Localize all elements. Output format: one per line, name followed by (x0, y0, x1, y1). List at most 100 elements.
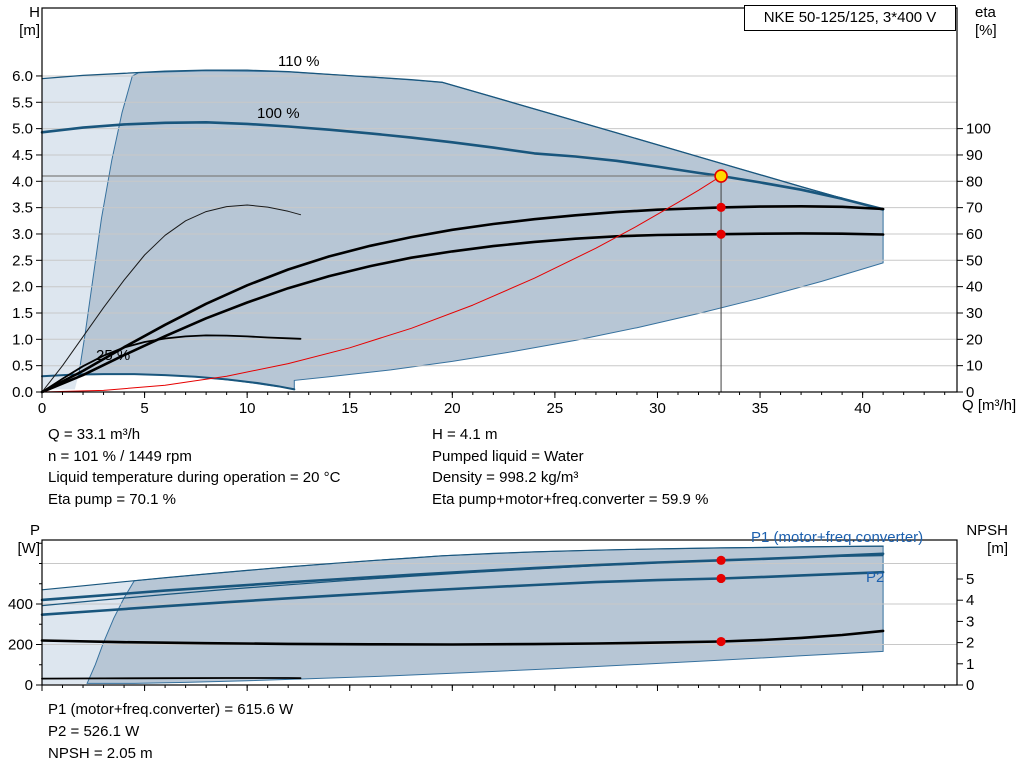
p1-curve (40, 552, 885, 602)
y-right-tick-label: 2 (966, 635, 974, 652)
y-right-tick-label: 0 (966, 384, 974, 401)
y-right-tick-label: 20 (966, 331, 983, 348)
operating-dot (716, 636, 726, 647)
npsh-axis-unit: [m] (987, 540, 1008, 557)
eta-axis-header: eta [%] (975, 4, 997, 40)
duty-point[interactable] (714, 169, 728, 183)
y-left-tick-label: 1.0 (12, 331, 33, 348)
y-right-tick-label: 60 (966, 226, 983, 243)
x-tick-label: 25 (547, 400, 564, 417)
operating-region (78, 70, 884, 390)
y-left-tick-label: 0.5 (12, 358, 33, 375)
x-tick-label: 30 (649, 400, 666, 417)
operating-dot (716, 229, 726, 239)
readout-power-block: P1 (motor+freq.converter) = 615.6 W P2 =… (48, 699, 293, 765)
y-right-tick-label: 5 (966, 571, 974, 588)
x-tick-label: 5 (140, 400, 148, 417)
control-curve-red (41, 175, 722, 393)
operating-region-light (42, 72, 139, 390)
readout-right-column: H = 4.1 m Pumped liquid = Water Density … (432, 424, 708, 510)
y-right-tick-label: 3 (966, 613, 974, 630)
q-axis-label: Q [m³/h] (962, 397, 1017, 414)
curve-110pct (41, 69, 884, 211)
power-region (86, 545, 884, 684)
chart-frame (41, 7, 958, 393)
y-left-tick-label: 2.0 (12, 279, 33, 296)
y-left-tick-label: 1.5 (12, 305, 33, 322)
operating-dot (716, 573, 726, 584)
readout-density: Density = 998.2 kg/m³ (432, 469, 579, 486)
readout-npsh: NPSH = 2.05 m (48, 745, 153, 762)
y-right-tick-label: 4 (966, 592, 974, 609)
npsh-curve (40, 629, 885, 646)
p2-curve (40, 570, 885, 617)
y-left-tick-label: 6.0 (12, 68, 33, 85)
y-right-tick-label: 50 (966, 252, 983, 269)
y-left-tick-label: 2.5 (12, 252, 33, 269)
eta-axis-title: eta (975, 4, 996, 21)
eta-pump-curve (40, 205, 885, 394)
readout-left-column: Q = 33.1 m³/h n = 101 % / 1449 rpm Liqui… (48, 424, 340, 510)
y-right-tick-label: 90 (966, 147, 983, 164)
readout-speed: n = 101 % / 1449 rpm (48, 447, 192, 465)
curve-100pct (40, 121, 885, 211)
x-tick-label: 40 (854, 400, 871, 417)
readout-liquid-temp: Liquid temperature during operation = 20… (48, 469, 341, 486)
p-axis-title: P (29, 522, 40, 539)
y-left-tick-label: 3.5 (12, 200, 33, 217)
h-axis-unit: [m] (19, 22, 40, 39)
y-right-tick-label: 1 (966, 656, 974, 673)
p1-max-curve (41, 545, 884, 591)
y-left-tick-label: 3.0 (12, 226, 33, 243)
label-curve-110pct: 110 % (278, 53, 320, 70)
operating-dot (716, 555, 726, 565)
x-tick-label: 15 (341, 400, 358, 417)
readout-p2: P2 = 526.1 W (48, 723, 140, 740)
pump-name-box: NKE 50-125/125, 3*400 V (744, 5, 956, 31)
operating-dot (716, 202, 726, 212)
y-right-tick-label: 80 (966, 173, 983, 190)
eta-axis-unit: [%] (975, 22, 997, 39)
readout-flow: Q = 33.1 m³/h (48, 426, 141, 443)
readout-pumped-liquid: Pumped liquid = Water (432, 447, 584, 465)
y-right-tick-label: 30 (966, 305, 983, 322)
curve-25pct (41, 373, 296, 391)
y-left-tick-label: 5.5 (12, 94, 33, 111)
y-left-tick-label: 400 (8, 596, 33, 613)
y-right-tick-label: 70 (966, 200, 983, 217)
label-curve-100pct: 100 % (257, 105, 300, 122)
x-tick-label: 20 (444, 400, 461, 417)
h-axis-title: H (29, 4, 40, 21)
chart-frame (41, 539, 958, 686)
eta-thin-curve (41, 204, 301, 393)
x-tick-label: 0 (38, 400, 46, 417)
y-left-tick-label: 4.0 (12, 173, 33, 190)
label-p2-curve: P2 (866, 569, 885, 586)
x-tick-label: 35 (752, 400, 769, 417)
y-left-tick-label: 0 (25, 677, 33, 694)
y-right-tick-label: 0 (966, 677, 974, 694)
y-left-tick-label: 5.0 (12, 121, 33, 138)
eta-small-curve (41, 334, 302, 393)
y-right-tick-label: 40 (966, 279, 983, 296)
h-axis-header: H [m] (6, 4, 40, 40)
readout-eta-pump: Eta pump = 70.1 % (48, 490, 176, 508)
y-left-tick-label: 200 (8, 636, 33, 653)
p-axis-unit: [W] (17, 540, 41, 557)
label-curve-25pct: 25 % (96, 347, 131, 364)
readout-p1: P1 (motor+freq.converter) = 615.6 W (48, 701, 294, 718)
x-tick-label: 10 (239, 400, 256, 417)
readout-eta-total: Eta pump+motor+freq.converter = 59.9 % (432, 490, 709, 508)
y-left-tick-label: 0.0 (12, 384, 33, 401)
npsh-axis-title: NPSH (966, 522, 1008, 539)
eta-total-curve (40, 232, 885, 394)
label-p1-curve: P1 (motor+freq.converter) (751, 529, 924, 546)
y-right-tick-label: 100 (966, 121, 991, 138)
y-right-tick-label: 10 (966, 358, 983, 375)
y-left-tick-label: 4.5 (12, 147, 33, 164)
power-region-light (42, 580, 135, 685)
npsh-axis-header: NPSH [m] (964, 522, 1008, 558)
readout-head: H = 4.1 m (432, 426, 498, 443)
